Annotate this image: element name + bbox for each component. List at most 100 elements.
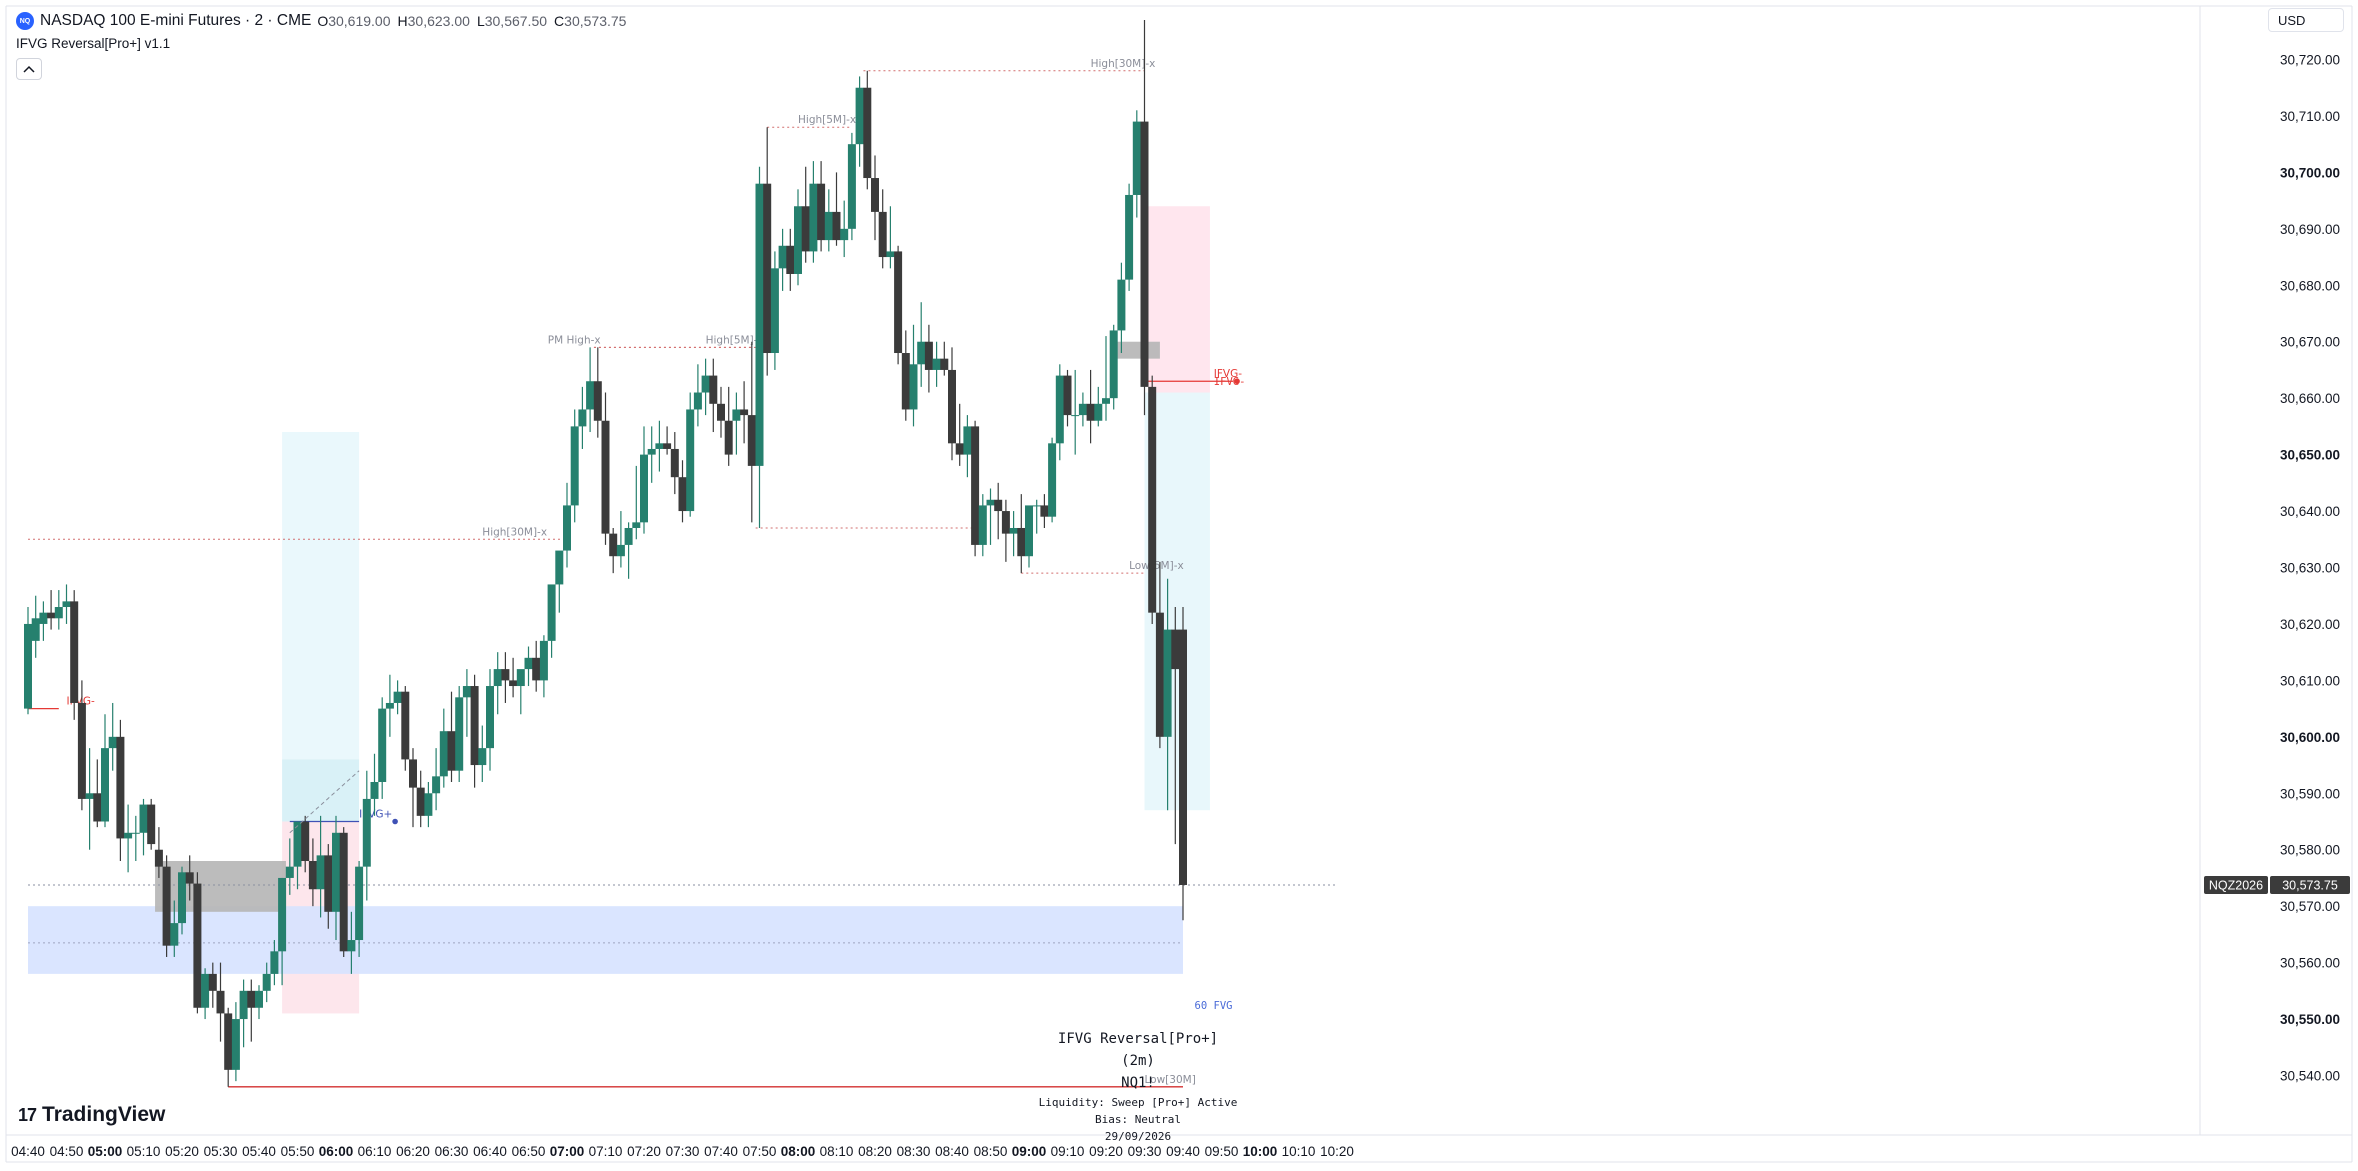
symbol-logo-icon[interactable]: NQ — [16, 12, 34, 30]
price-tick-label: 30,640.00 — [2280, 504, 2340, 519]
time-tick-label: 07:30 — [666, 1144, 700, 1159]
candle-body — [1148, 386, 1157, 613]
candle-body — [224, 1013, 233, 1070]
candle-body — [732, 409, 741, 421]
candle-body — [147, 804, 156, 845]
candle-body — [740, 409, 749, 416]
candle-body — [547, 584, 556, 641]
candle-body — [717, 403, 725, 421]
symbol-title[interactable]: NASDAQ 100 E-mini Futures · 2 · CME — [40, 12, 312, 29]
candle-body — [424, 793, 433, 816]
candle-body — [586, 381, 595, 410]
candle-body — [416, 787, 425, 816]
candle-body — [293, 821, 302, 867]
currency-selector[interactable]: USD — [2268, 8, 2344, 32]
zone-box — [155, 861, 286, 912]
collapse-legend-button[interactable] — [16, 58, 42, 80]
candle-body — [940, 358, 949, 370]
candle-body — [262, 973, 271, 991]
price-tick-label: 30,690.00 — [2280, 222, 2340, 237]
time-tick-label: 09:20 — [1089, 1144, 1123, 1159]
candle-body — [355, 866, 364, 941]
time-tick-label: 05:40 — [242, 1144, 276, 1159]
candle-body — [131, 832, 140, 834]
candle-body — [924, 341, 933, 370]
candle-body — [70, 601, 79, 703]
time-axis[interactable]: 04:40 04:50 05:00 05:10 05:20 05:30 05:40 05:50… — [11, 1144, 1354, 1159]
candle-body — [709, 375, 718, 404]
candle-body — [963, 426, 972, 455]
candle-body — [439, 731, 448, 777]
candle-body — [616, 544, 625, 557]
candle-body — [1102, 398, 1110, 404]
price-tick-label: 30,650.00 — [2280, 448, 2340, 463]
time-tick-label: 08:40 — [935, 1144, 969, 1159]
time-tick-label: 07:50 — [743, 1144, 777, 1159]
candle-body — [486, 686, 494, 749]
indicator-legend[interactable]: IFVG Reversal[Pro+] v1.1 — [16, 36, 171, 51]
candle-body — [847, 144, 856, 229]
candle-body — [432, 776, 441, 794]
candle-body — [1071, 415, 1080, 417]
level-label: Low[5M]-x — [1129, 560, 1184, 572]
time-tick-label: 09:40 — [1166, 1144, 1200, 1159]
candle-body — [632, 522, 641, 528]
candle-body — [1094, 403, 1103, 421]
candle-body — [255, 990, 263, 1008]
price-tick-label: 30,660.00 — [2280, 391, 2340, 406]
candle-body — [932, 358, 941, 370]
time-tick-label: 07:00 — [550, 1144, 585, 1159]
candle-body — [24, 623, 32, 709]
candle-body — [339, 832, 348, 952]
level-label: High[5M]-x — [706, 334, 764, 346]
candle-body — [278, 877, 287, 952]
candle-body — [693, 392, 702, 410]
price-tick-label: 30,570.00 — [2280, 899, 2340, 914]
time-tick-label: 10:00 — [1243, 1144, 1278, 1159]
candle-body — [563, 505, 571, 551]
time-tick-label: 08:50 — [974, 1144, 1008, 1159]
candle-body — [1017, 527, 1026, 557]
candle-body — [1001, 511, 1010, 534]
price-tick-label: 30,540.00 — [2280, 1069, 2340, 1084]
candle-body — [231, 1019, 240, 1070]
candle-body — [1086, 403, 1095, 421]
tradingview-mark-icon: 17 — [18, 1104, 37, 1125]
candle-body — [1025, 505, 1033, 557]
candle-body — [470, 686, 479, 766]
candle-body — [840, 228, 849, 241]
candle-body — [47, 612, 56, 619]
candle-body — [786, 245, 795, 274]
candle-body — [1063, 375, 1072, 416]
indicator-info-panel: IFVG Reversal[Pro+] (2m) NQ1! Liquidity:… — [1038, 1028, 1238, 1145]
ohlc-close: C30,573.75 — [554, 13, 627, 29]
candle-body — [370, 781, 379, 799]
candle-body — [31, 618, 40, 641]
annotation-label: IFVG- — [1214, 376, 1246, 388]
price-axis[interactable]: 30,720.00 30,710.00 30,700.00 30,690.00 30,6… — [2280, 53, 2340, 1084]
candle-body — [948, 369, 956, 444]
candle-body — [362, 798, 371, 867]
time-tick-label: 09:10 — [1051, 1144, 1085, 1159]
last-price-symbol: NQZ2026 — [2209, 879, 2263, 893]
candle-body — [401, 691, 410, 760]
level-label: High[5M]-x — [798, 114, 856, 126]
candle-body — [316, 855, 325, 890]
candle-body — [578, 409, 587, 427]
time-tick-label: 08:30 — [897, 1144, 931, 1159]
symbol-header: NQ NASDAQ 100 E-mini Futures · 2 · CME O… — [16, 10, 626, 32]
candle-body — [154, 849, 163, 867]
candle-body — [1048, 443, 1057, 517]
time-tick-label: 06:40 — [473, 1144, 507, 1159]
tradingview-logo[interactable]: 17 TradingView — [18, 1103, 165, 1127]
candle-body — [193, 883, 202, 1008]
candle-body — [1155, 612, 1164, 737]
zone-box — [282, 432, 360, 760]
candle-body — [817, 183, 826, 241]
candle-body — [378, 708, 387, 782]
candle-body — [763, 183, 772, 354]
candle-body — [108, 736, 117, 749]
price-tick-label: 30,710.00 — [2280, 109, 2340, 124]
price-tick-label: 30,610.00 — [2280, 673, 2340, 688]
